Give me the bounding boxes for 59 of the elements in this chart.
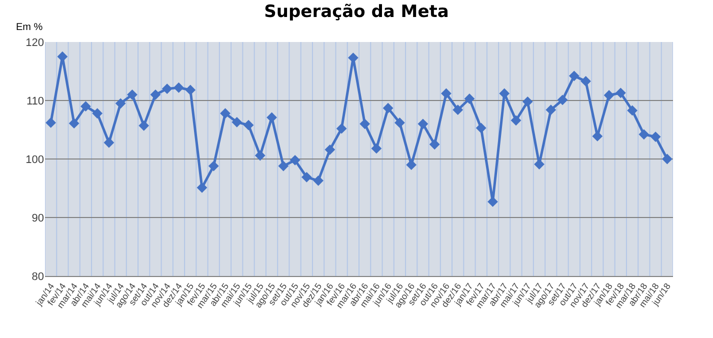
y-tick-label: 120 [26, 36, 44, 49]
point [546, 104, 556, 116]
point [604, 90, 614, 100]
point [290, 154, 300, 166]
point [441, 88, 452, 99]
point [336, 123, 347, 134]
point [127, 89, 138, 100]
point [394, 118, 405, 128]
point [568, 70, 580, 82]
point [406, 160, 417, 170]
point [360, 118, 370, 130]
point [220, 108, 230, 119]
point [196, 182, 208, 193]
y-tick-label: 80 [32, 270, 44, 283]
point [324, 144, 336, 155]
point [301, 172, 312, 182]
point [452, 104, 464, 116]
point [57, 51, 68, 62]
point [627, 105, 638, 116]
point [650, 132, 661, 142]
point [162, 84, 172, 94]
point [662, 154, 672, 164]
y-axis-title: Em % [16, 22, 43, 33]
y-tick-label: 100 [26, 154, 44, 166]
point [104, 137, 114, 148]
point [232, 116, 242, 128]
point [243, 120, 254, 130]
point [80, 101, 91, 112]
point [580, 76, 591, 86]
point [266, 112, 277, 123]
point [499, 88, 510, 99]
y-tick-label: 90 [32, 212, 44, 224]
point [638, 129, 650, 140]
point [418, 118, 428, 130]
point [476, 122, 486, 134]
chart-title: Superação da Meta [264, 2, 449, 22]
point [522, 96, 533, 107]
point [510, 115, 522, 126]
point [488, 196, 498, 207]
point [371, 143, 382, 154]
y-tick-label: 110 [26, 95, 44, 108]
point [278, 160, 289, 172]
point [150, 89, 161, 100]
point [92, 108, 103, 119]
point [382, 102, 394, 114]
point [174, 82, 184, 93]
point [254, 150, 266, 161]
point [464, 94, 475, 104]
point [115, 98, 126, 109]
point [68, 118, 80, 129]
point [615, 88, 626, 98]
point [46, 118, 56, 128]
point [429, 139, 440, 150]
point [348, 52, 358, 63]
point [185, 84, 196, 96]
point [313, 175, 324, 186]
point [557, 94, 568, 106]
point [208, 160, 219, 172]
point [138, 120, 150, 131]
